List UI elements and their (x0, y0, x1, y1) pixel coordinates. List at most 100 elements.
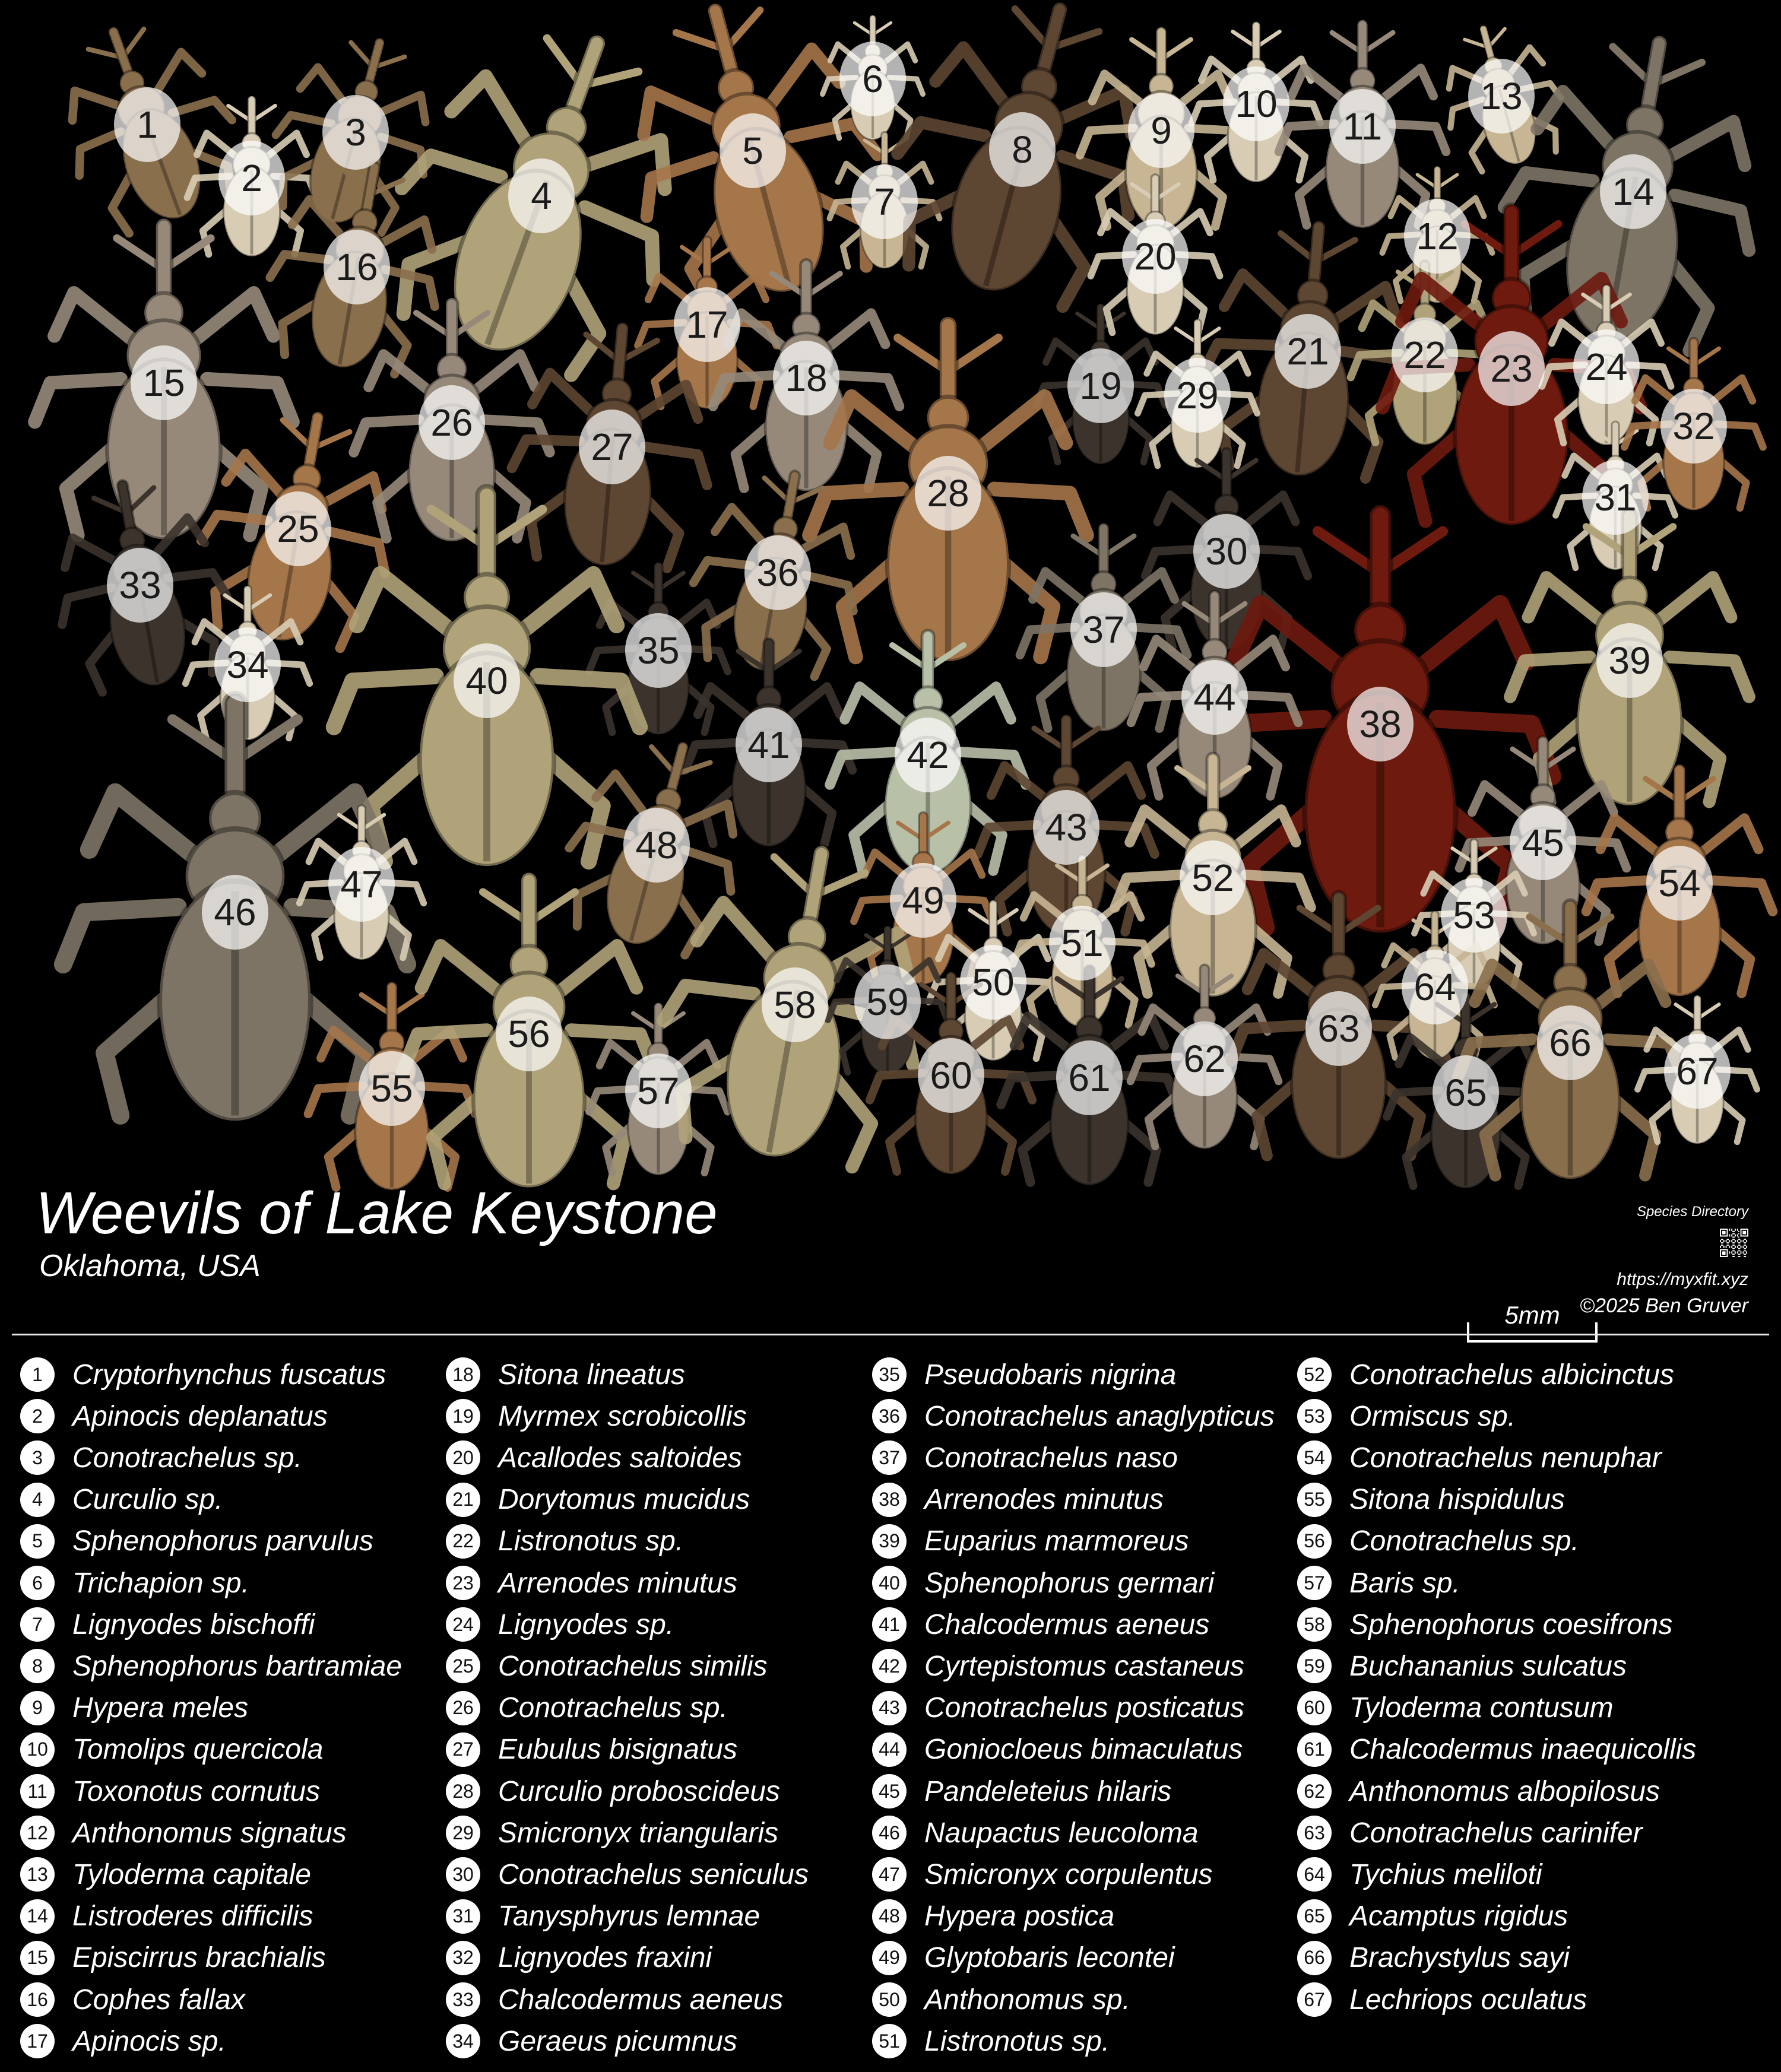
specimen-number-badge: 7 (851, 164, 918, 239)
legend-number-badge: 24 (446, 1607, 480, 1642)
species-name: Lignyodes bischoffi (72, 1608, 315, 1641)
species-name: Conotrachelus sp. (498, 1692, 728, 1724)
specimen-number-badge: 67 (1664, 1034, 1731, 1109)
legend-divider (12, 1334, 1769, 1335)
legend-item: 6 Trichapion sp. (20, 1566, 249, 1600)
legend-item: 61 Chalcodermus inaequicollis (1297, 1732, 1697, 1767)
legend-number-badge: 66 (1297, 1940, 1332, 1975)
species-name: Lechriops oculatus (1349, 1984, 1587, 2016)
legend-item: 12 Anthonomus signatus (20, 1816, 347, 1851)
scale-bar-bracket (1467, 1322, 1598, 1343)
scale-bar: 5mm (1467, 1301, 1598, 1343)
legend-number-badge: 51 (872, 2024, 907, 2059)
legend-number-badge: 38 (872, 1482, 907, 1517)
legend-number-badge: 31 (446, 1899, 480, 1934)
species-name: Eubulus bisignatus (498, 1734, 737, 1766)
legend-item: 54 Conotrachelus nenuphar (1297, 1440, 1662, 1476)
specimen-number-badge: 64 (1402, 950, 1468, 1024)
legend-item: 37 Conotrachelus naso (872, 1440, 1178, 1476)
specimen-number-badge: 36 (744, 535, 811, 610)
specimen-number-badge: 18 (773, 341, 839, 415)
species-name: Buchananius sulcatus (1349, 1650, 1627, 1682)
species-name: Anthonomus signatus (72, 1817, 347, 1849)
species-name: Tomolips quercicola (72, 1734, 324, 1766)
legend-number-badge: 12 (20, 1816, 55, 1851)
specimen-number-badge: 2 (218, 141, 285, 215)
legend-item: 19 Myrmex scrobicollis (446, 1399, 747, 1434)
legend-number-badge: 61 (1297, 1732, 1332, 1767)
specimen-number-badge: 52 (1180, 840, 1246, 915)
species-name: Baris sp. (1349, 1567, 1460, 1599)
specimen-number-badge: 12 (1404, 199, 1471, 274)
legend-number-badge: 8 (20, 1649, 55, 1684)
specimen-number-badge: 49 (890, 863, 956, 938)
specimen-number-badge: 57 (625, 1054, 692, 1128)
legend-number-badge: 46 (872, 1816, 907, 1851)
legend-item: 11 Toxonotus cornutus (20, 1774, 320, 1808)
species-name: Chalcodermus inaequicollis (1349, 1734, 1697, 1766)
specimen-number-badge: 28 (915, 456, 981, 531)
species-name: Euparius marmoreus (924, 1525, 1189, 1557)
species-name: Sphenophorus germari (924, 1567, 1215, 1599)
legend-number-badge: 27 (446, 1732, 480, 1767)
specimen-number-badge: 33 (107, 548, 173, 623)
specimen-number-badge: 24 (1573, 329, 1640, 404)
legend-number-badge: 53 (1297, 1399, 1332, 1434)
legend-number-badge: 36 (872, 1399, 907, 1434)
legend-item: 56 Conotrachelus sp. (1297, 1524, 1579, 1559)
legend-number-badge: 35 (872, 1357, 907, 1392)
specimen-number-badge: 31 (1582, 460, 1649, 535)
legend-item: 34 Geraeus picumnus (446, 2024, 737, 2059)
legend-number-badge: 45 (872, 1774, 907, 1808)
legend-number-badge: 65 (1297, 1899, 1332, 1934)
specimen-number-badge: 6 (839, 42, 906, 116)
species-name: Chalcodermus aeneus (498, 1984, 784, 2016)
legend-number-badge: 3 (20, 1440, 55, 1476)
legend-number-badge: 48 (872, 1899, 907, 1934)
legend-number-badge: 17 (20, 2024, 55, 2059)
species-name: Conotrachelus nenuphar (1349, 1442, 1662, 1474)
legend-item: 49 Glyptobaris lecontei (872, 1940, 1175, 1975)
specimen-number-badge: 30 (1193, 514, 1260, 589)
legend-number-badge: 40 (872, 1566, 907, 1600)
legend-number-badge: 16 (20, 1982, 55, 2017)
specimen-number-badge: 10 (1223, 66, 1289, 141)
legend-item: 9 Hypera meles (20, 1690, 248, 1725)
legend-item: 66 Brachystylus sayi (1297, 1940, 1570, 1975)
legend-number-badge: 6 (20, 1566, 55, 1600)
legend-number-badge: 14 (20, 1899, 55, 1934)
species-name: Sphenophorus parvulus (72, 1525, 374, 1557)
legend-number-badge: 49 (872, 1940, 907, 1975)
species-name: Tanysphyrus lemnae (498, 1900, 760, 1933)
specimen-number-badge: 8 (989, 112, 1056, 187)
species-name: Sitona hispidulus (1349, 1484, 1565, 1516)
legend-number-badge: 7 (20, 1607, 55, 1642)
specimen-number-badge: 45 (1510, 805, 1576, 880)
legend-item: 53 Ormiscus sp. (1297, 1399, 1516, 1434)
species-name: Listronotus sp. (498, 1525, 684, 1557)
legend-item: 26 Conotrachelus sp. (446, 1690, 728, 1725)
specimen-number-badge: 25 (265, 491, 331, 566)
legend-number-badge: 57 (1297, 1566, 1332, 1600)
specimen-number-badge: 42 (895, 718, 961, 792)
specimen-number-badge: 63 (1305, 991, 1372, 1066)
specimen-number-badge: 29 (1164, 358, 1231, 433)
legend-item: 46 Naupactus leucoloma (872, 1816, 1199, 1851)
specimen-number-badge: 60 (918, 1038, 984, 1113)
species-name: Acallodes saltoides (498, 1442, 742, 1474)
credits-block: Species Directory https://myxfit.xyz ©20… (1580, 1204, 1748, 1318)
specimen-number-badge: 50 (960, 945, 1026, 1020)
legend-number-badge: 60 (1297, 1690, 1332, 1725)
legend-number-badge: 52 (1297, 1357, 1332, 1392)
specimen-number-badge: 41 (736, 707, 802, 782)
legend-number-badge: 28 (446, 1774, 480, 1808)
specimen-number-badge: 21 (1275, 314, 1341, 389)
legend-number-badge: 20 (446, 1440, 480, 1476)
legend-item: 8 Sphenophorus bartramiae (20, 1649, 402, 1684)
species-name: Cophes fallax (72, 1984, 245, 2016)
species-name: Naupactus leucoloma (924, 1817, 1199, 1849)
species-name: Lignyodes sp. (498, 1608, 674, 1641)
legend-item: 48 Hypera postica (872, 1899, 1114, 1934)
species-name: Conotrachelus similis (498, 1650, 768, 1682)
